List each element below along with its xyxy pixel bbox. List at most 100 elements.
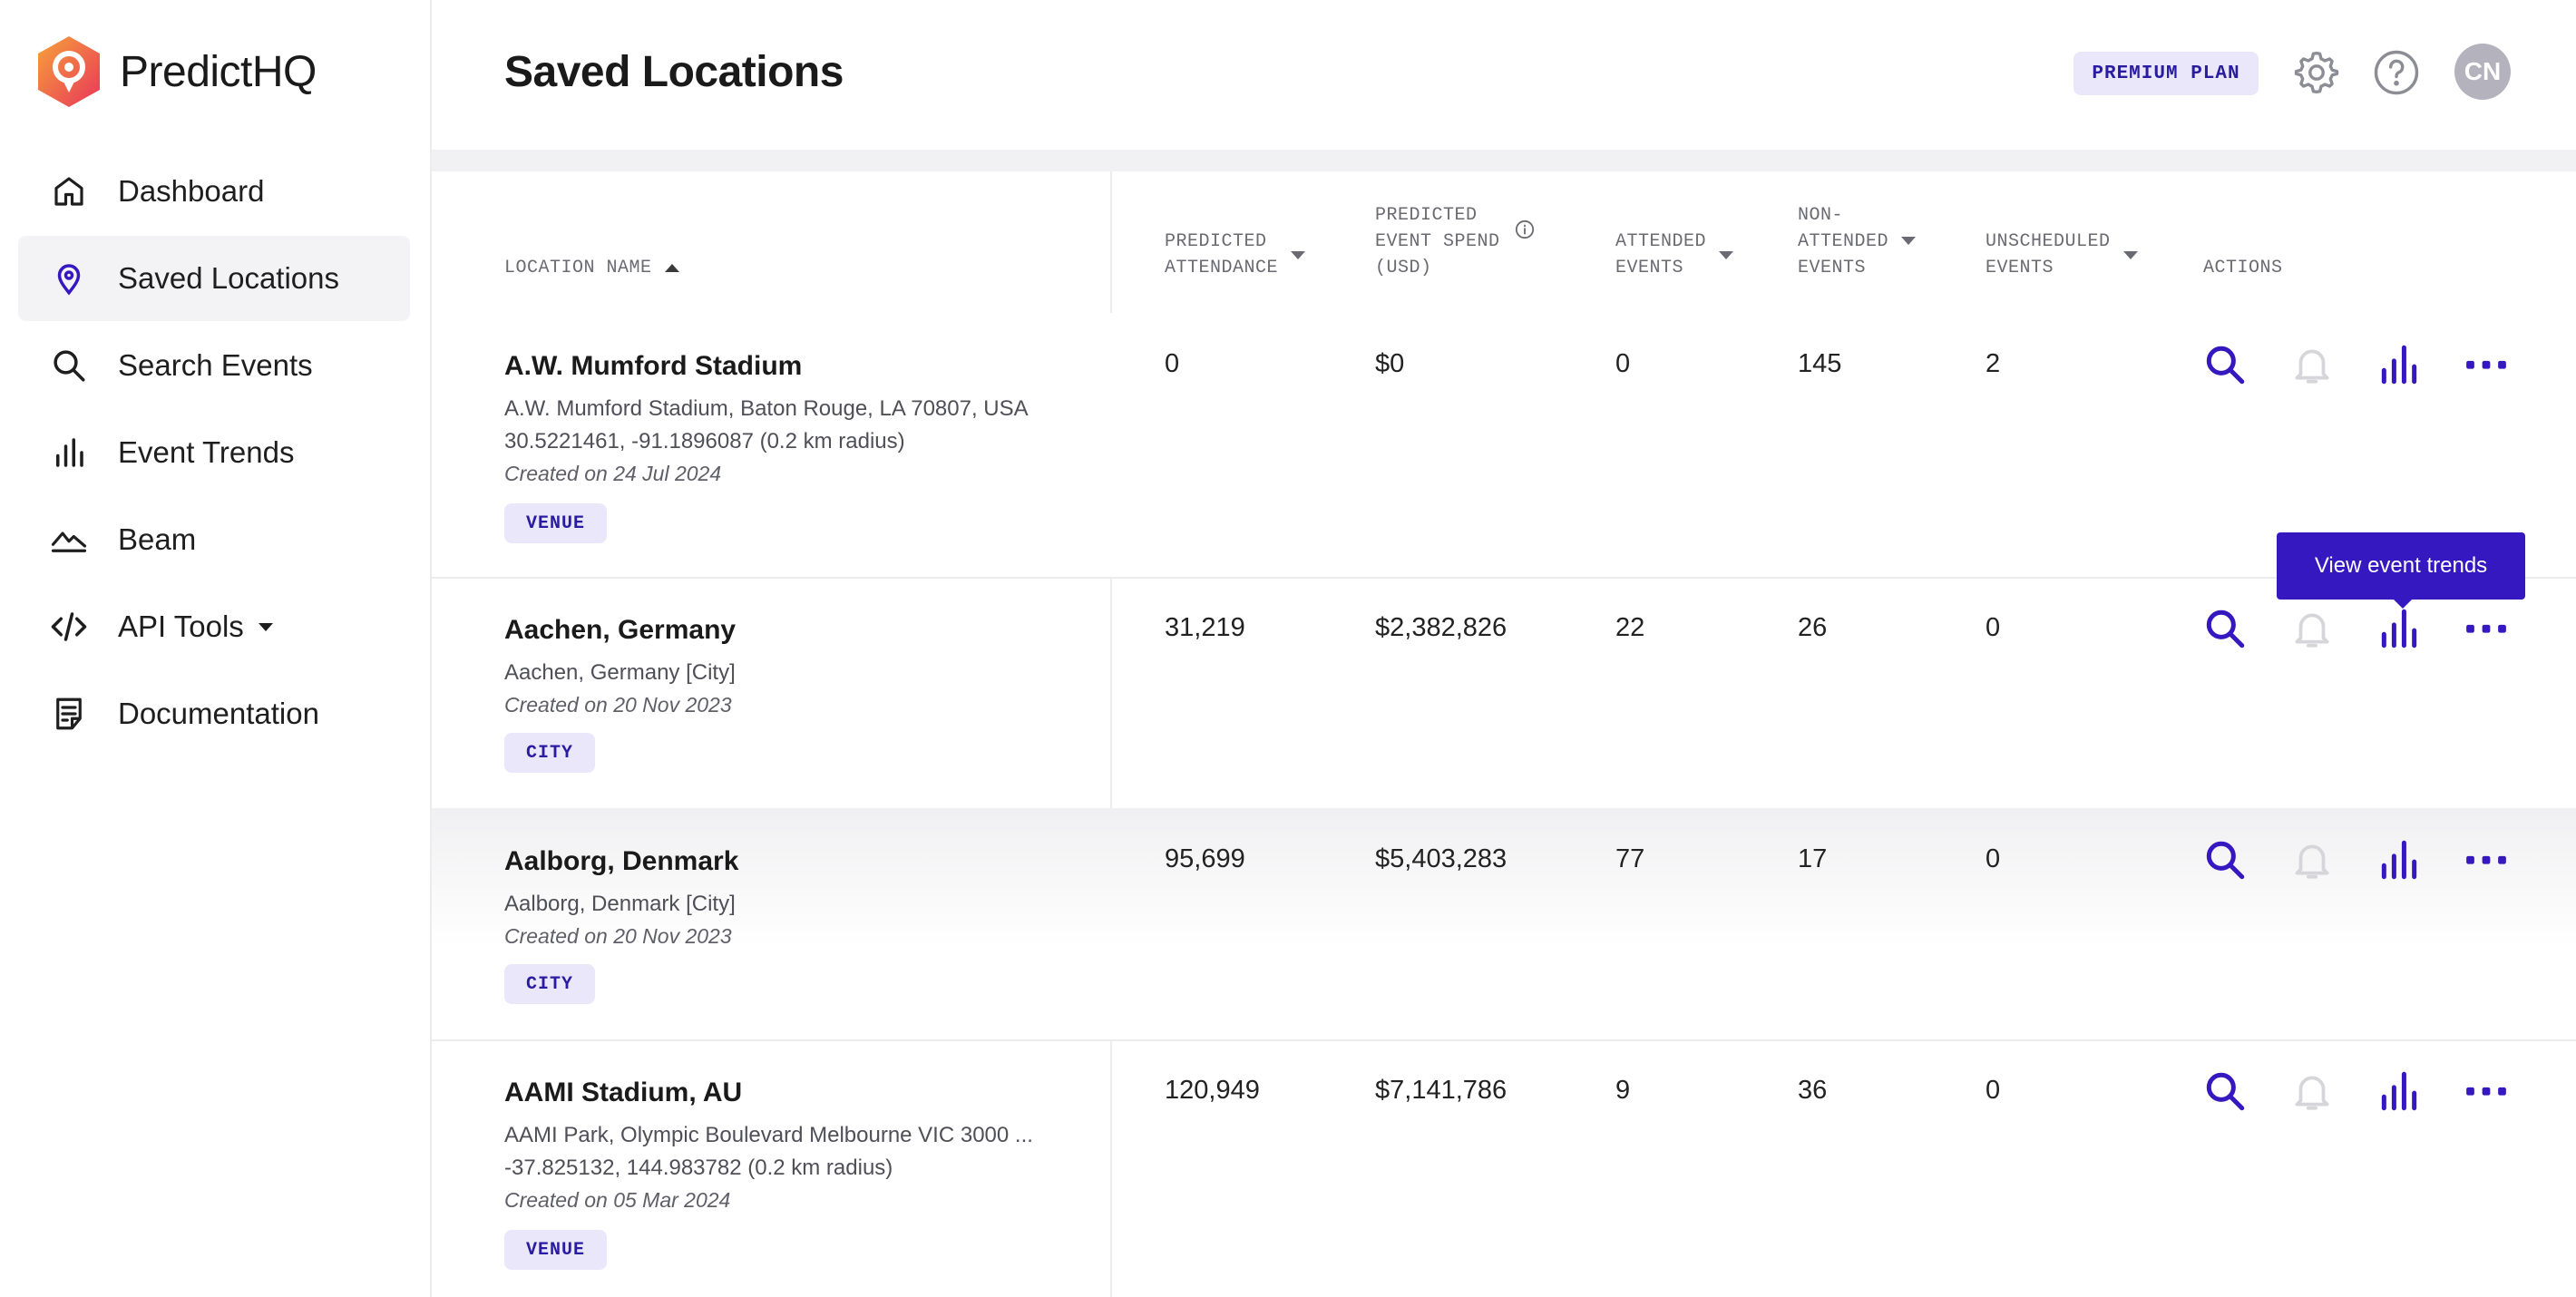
logo[interactable]: PredictHQ bbox=[34, 34, 317, 109]
gear-icon[interactable] bbox=[2289, 45, 2344, 100]
predicted-spend: $5,403,283 bbox=[1375, 844, 1508, 873]
sidebar-item-label: Beam bbox=[118, 522, 197, 556]
column-divider bbox=[1110, 171, 1112, 1297]
predicted-spend: $7,141,786 bbox=[1375, 1076, 1508, 1105]
created-date: Created on 05 Mar 2024 bbox=[504, 1188, 731, 1212]
view-event-trends-button[interactable] bbox=[2375, 1067, 2424, 1116]
chevron-down-icon bbox=[258, 622, 273, 631]
home-icon bbox=[49, 171, 89, 211]
alerts-button[interactable] bbox=[2288, 835, 2337, 884]
bar-chart-icon bbox=[2381, 345, 2417, 385]
search-icon bbox=[2206, 609, 2245, 648]
bar-chart-icon bbox=[2381, 840, 2417, 880]
more-options-button[interactable] bbox=[2462, 604, 2511, 653]
created-date: Created on 24 Jul 2024 bbox=[504, 462, 722, 485]
sidebar-item-event-trends[interactable]: Event Trends bbox=[18, 410, 410, 495]
location-type-badge: VENUE bbox=[504, 503, 608, 543]
table-header: LOCATION NAME PREDICTED ATTENDANCE PREDIC… bbox=[432, 171, 2576, 315]
sidebar-item-label: API Tools bbox=[118, 609, 244, 643]
beam-icon bbox=[49, 520, 89, 560]
non-attended-events: 17 bbox=[1798, 844, 1828, 873]
table-row[interactable]: AAMI Stadium, AU AAMI Park, Olympic Boul… bbox=[432, 1039, 2576, 1297]
location-name[interactable]: AAMI Stadium, AU bbox=[504, 1078, 743, 1107]
created-date: Created on 20 Nov 2023 bbox=[504, 924, 732, 948]
sort-icon bbox=[1291, 250, 1306, 259]
plan-badge[interactable]: PREMIUM PLAN bbox=[2073, 52, 2259, 95]
page-header: Saved Locations PREMIUM PLAN CN bbox=[432, 0, 2576, 150]
location-type-badge: CITY bbox=[504, 733, 596, 773]
unscheduled-events: 0 bbox=[1986, 1076, 2001, 1105]
help-icon[interactable] bbox=[2369, 45, 2424, 100]
bell-icon bbox=[2295, 844, 2329, 879]
sidebar-item-saved-locations[interactable]: Saved Locations bbox=[18, 236, 410, 321]
predicted-attendance: 120,949 bbox=[1165, 1076, 1260, 1105]
non-attended-events: 26 bbox=[1798, 613, 1828, 642]
search-events-button[interactable] bbox=[2200, 604, 2249, 653]
sort-icon bbox=[1719, 250, 1734, 259]
search-icon bbox=[2206, 346, 2245, 385]
table-row[interactable]: Aachen, Germany Aachen, Germany [City] C… bbox=[432, 577, 2576, 810]
sidebar-item-label: Dashboard bbox=[118, 174, 265, 208]
column-header-predicted-attendance[interactable]: PREDICTED ATTENDANCE bbox=[1165, 229, 1306, 281]
predicted-attendance: 0 bbox=[1165, 349, 1180, 378]
column-header-unscheduled-events[interactable]: UNSCHEDULED EVENTS bbox=[1986, 229, 2138, 281]
attended-events: 77 bbox=[1615, 844, 1645, 873]
location-name[interactable]: Aachen, Germany bbox=[504, 615, 737, 645]
more-horizontal-icon bbox=[2466, 1087, 2506, 1096]
more-horizontal-icon bbox=[2466, 855, 2506, 864]
more-options-button[interactable] bbox=[2462, 1067, 2511, 1116]
search-events-button[interactable] bbox=[2200, 835, 2249, 884]
document-icon bbox=[49, 694, 89, 734]
location-name[interactable]: Aalborg, Denmark bbox=[504, 846, 739, 876]
alerts-button[interactable] bbox=[2288, 1067, 2337, 1116]
table-row[interactable]: A.W. Mumford Stadium A.W. Mumford Stadiu… bbox=[432, 313, 2576, 579]
header-divider bbox=[432, 150, 2576, 171]
sidebar-item-documentation[interactable]: Documentation bbox=[18, 671, 410, 756]
more-options-button[interactable] bbox=[2462, 835, 2511, 884]
sidebar-item-beam[interactable]: Beam bbox=[18, 497, 410, 582]
predicted-spend: $0 bbox=[1375, 349, 1405, 378]
sort-icon bbox=[1901, 237, 1917, 245]
bar-chart-icon bbox=[2381, 1071, 2417, 1111]
view-event-trends-button[interactable] bbox=[2375, 604, 2424, 653]
sidebar-nav: Dashboard Saved Locations Search Events … bbox=[18, 149, 410, 758]
table-row[interactable]: Aalborg, Denmark Aalborg, Denmark [City]… bbox=[432, 808, 2576, 1041]
non-attended-events: 145 bbox=[1798, 349, 1842, 378]
more-options-button[interactable] bbox=[2462, 340, 2511, 389]
view-event-trends-button[interactable] bbox=[2375, 340, 2424, 389]
sidebar-item-label: Documentation bbox=[118, 697, 319, 730]
sidebar-item-label: Search Events bbox=[118, 348, 313, 382]
search-icon bbox=[2206, 841, 2245, 880]
sidebar: PredictHQ Dashboard Saved Locations Sear… bbox=[0, 0, 432, 1297]
view-event-trends-button[interactable] bbox=[2375, 835, 2424, 884]
sidebar-item-search-events[interactable]: Search Events bbox=[18, 323, 410, 408]
alerts-button[interactable] bbox=[2288, 604, 2337, 653]
location-pin-icon bbox=[49, 258, 89, 298]
predicted-attendance: 31,219 bbox=[1165, 613, 1245, 642]
sidebar-item-api-tools[interactable]: API Tools bbox=[18, 584, 410, 669]
bar-chart-icon bbox=[49, 433, 89, 473]
column-header-actions: ACTIONS bbox=[2203, 258, 2283, 278]
info-icon[interactable] bbox=[1515, 219, 1535, 239]
predicthq-logo-icon bbox=[38, 36, 100, 107]
column-header-non-attended-events[interactable]: NON- ATTENDED EVENTS bbox=[1798, 202, 1917, 281]
column-header-location-name[interactable]: LOCATION NAME bbox=[504, 255, 679, 281]
tooltip-arrow bbox=[2394, 600, 2412, 609]
more-horizontal-icon bbox=[2466, 360, 2506, 369]
app-name: PredictHQ bbox=[120, 47, 317, 96]
column-header-predicted-event-spend[interactable]: PREDICTED EVENT SPEND (USD) bbox=[1375, 202, 1535, 281]
search-events-button[interactable] bbox=[2200, 1067, 2249, 1116]
location-coordinates: 30.5221461, -91.1896087 (0.2 km radius) bbox=[504, 429, 905, 453]
column-header-attended-events[interactable]: ATTENDED EVENTS bbox=[1615, 229, 1734, 281]
avatar[interactable]: CN bbox=[2454, 44, 2511, 100]
search-events-button[interactable] bbox=[2200, 340, 2249, 389]
location-type-badge: VENUE bbox=[504, 1230, 608, 1270]
non-attended-events: 36 bbox=[1798, 1076, 1828, 1105]
location-address: A.W. Mumford Stadium, Baton Rouge, LA 70… bbox=[504, 396, 1029, 421]
alerts-button[interactable] bbox=[2288, 340, 2337, 389]
search-icon bbox=[2206, 1072, 2245, 1111]
sort-ascending-icon bbox=[664, 264, 679, 272]
sidebar-item-dashboard[interactable]: Dashboard bbox=[18, 149, 410, 234]
location-name[interactable]: A.W. Mumford Stadium bbox=[504, 351, 803, 381]
predicted-spend: $2,382,826 bbox=[1375, 613, 1508, 642]
